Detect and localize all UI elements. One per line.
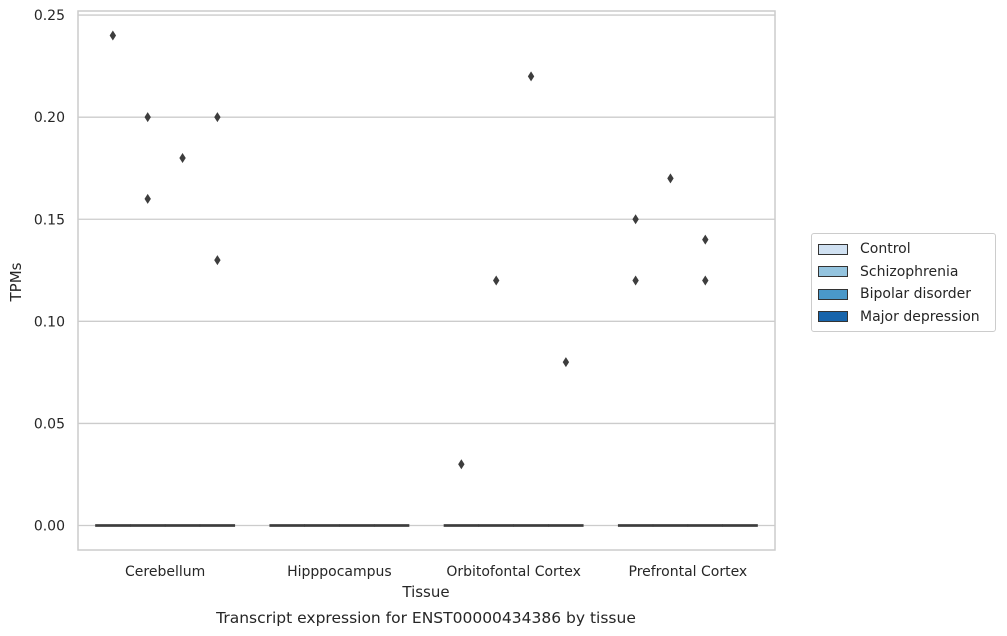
y-tick-label: 0.15 (34, 212, 65, 228)
data-marks (95, 30, 758, 527)
legend-item: Schizophrenia (818, 261, 989, 284)
legend: Control Schizophrenia Bipolar disorder Majo… (811, 233, 996, 332)
legend-label: Schizophrenia (860, 263, 959, 280)
x-tick-label: Orbitofontal Cortex (446, 564, 581, 580)
legend-item: Control (818, 238, 989, 261)
outlier-point (527, 71, 535, 82)
tick-labels: 0.00 0.05 0.10 0.15 0.20 0.25 Cerebellum Hipppo… (34, 8, 747, 580)
legend-item: Bipolar disorder (818, 283, 989, 306)
legend-label: Control (860, 241, 911, 258)
x-tick-label: Prefrontal Cortex (629, 564, 748, 580)
outlier-point (214, 112, 221, 123)
outlier-point (144, 193, 151, 204)
x-tick-label: Cerebellum (125, 564, 205, 580)
outlier-point (144, 112, 151, 123)
outlier-point (458, 459, 465, 470)
legend-label: Bipolar disorder (860, 286, 972, 303)
y-tick-label: 0.25 (34, 8, 65, 24)
outlier-point (702, 275, 709, 286)
legend-item: Major depression (818, 306, 989, 329)
legend-label: Major depression (860, 308, 980, 325)
outlier-point (179, 153, 186, 163)
legend-swatch (818, 243, 848, 255)
gridlines (78, 14, 775, 527)
outlier-point (632, 214, 639, 225)
outlier-point (702, 234, 709, 245)
y-tick-label: 0.20 (34, 110, 65, 126)
y-tick-label: 0.05 (34, 416, 65, 432)
outlier-point (493, 275, 500, 286)
x-tick-label: Hipppocampus (287, 564, 392, 580)
outlier-point (214, 255, 221, 266)
chart-title: Transcript expression for ENST0000043438… (215, 609, 636, 627)
outlier-point (632, 275, 639, 286)
outlier-point (109, 30, 117, 41)
y-tick-label: 0.10 (34, 314, 65, 330)
legend-swatch (818, 266, 848, 278)
legend-swatch (818, 311, 848, 323)
y-tick-label: 0.00 (34, 519, 65, 535)
legend-swatch (818, 288, 848, 300)
outlier-point (667, 173, 674, 184)
y-axis-label: TPMs (7, 262, 25, 302)
plot-area-frame (77, 10, 776, 551)
x-axis-label: Tissue (401, 583, 449, 601)
outlier-point (562, 357, 570, 368)
